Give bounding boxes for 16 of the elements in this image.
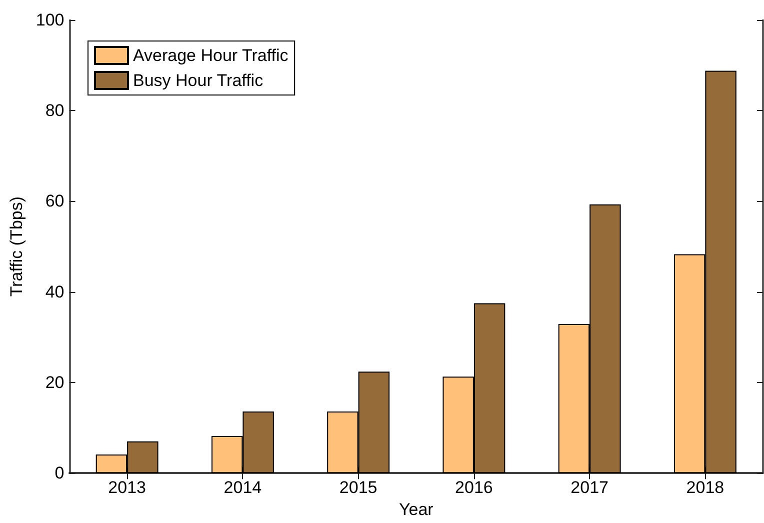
- x-tick-label: 2014: [224, 478, 262, 498]
- legend-label: Busy Hour Traffic: [133, 71, 264, 90]
- x-tick-label: 2013: [108, 478, 146, 498]
- y-tick-label: 40: [45, 282, 64, 302]
- y-tick-label: 100: [36, 10, 64, 30]
- y-tick-label: 20: [45, 372, 64, 392]
- y-tick-label: 60: [45, 192, 64, 211]
- y-tick-label: 0: [54, 464, 64, 483]
- x-tick-label: 2015: [339, 478, 378, 498]
- x-tick-label: 2016: [455, 478, 493, 498]
- y-tick-label: 80: [45, 101, 64, 120]
- y-axis-title: Traffic (Tbps): [7, 196, 26, 297]
- x-tick-label: 2017: [570, 478, 608, 498]
- legend-label: Average Hour Traffic: [133, 46, 289, 65]
- x-tick-label: 2018: [686, 478, 724, 498]
- x-axis-title: Year: [398, 500, 434, 519]
